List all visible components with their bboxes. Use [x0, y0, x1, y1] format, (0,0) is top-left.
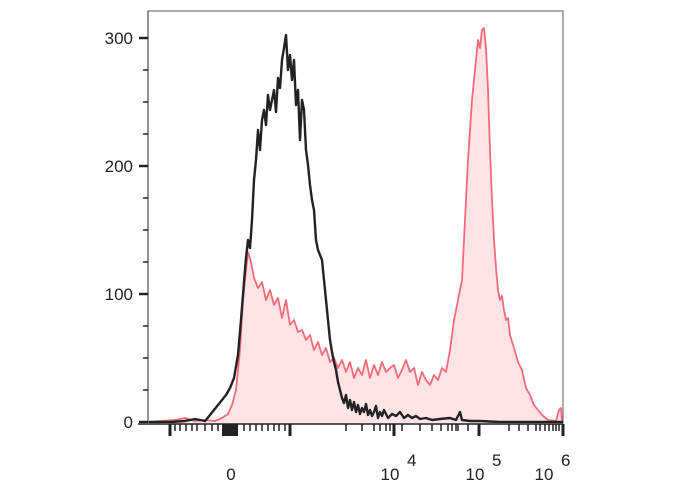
ytick-label: 300: [105, 29, 133, 48]
xtick-exponent: 6: [561, 451, 570, 470]
series-fill-0: [148, 28, 562, 423]
series-line-0: [147, 27, 563, 423]
y-axis: 0 100 200 300: [105, 11, 149, 432]
series-layer: [147, 27, 563, 424]
xtick-label: 10: [466, 465, 485, 484]
ytick-label: 0: [124, 413, 133, 432]
xtick-cluster-zero: [222, 424, 238, 436]
xtick-label: 0: [226, 465, 235, 484]
xtick-exponent: 4: [407, 451, 416, 470]
ytick-label: 200: [105, 157, 133, 176]
ytick-label: 100: [105, 285, 133, 304]
xtick-label: 10: [381, 465, 400, 484]
series-line-1: [148, 33, 563, 424]
xtick-exponent: 5: [492, 451, 501, 470]
xtick-label: 10: [535, 465, 554, 484]
x-axis: 0 10 4 10 5 10 6: [138, 423, 570, 484]
